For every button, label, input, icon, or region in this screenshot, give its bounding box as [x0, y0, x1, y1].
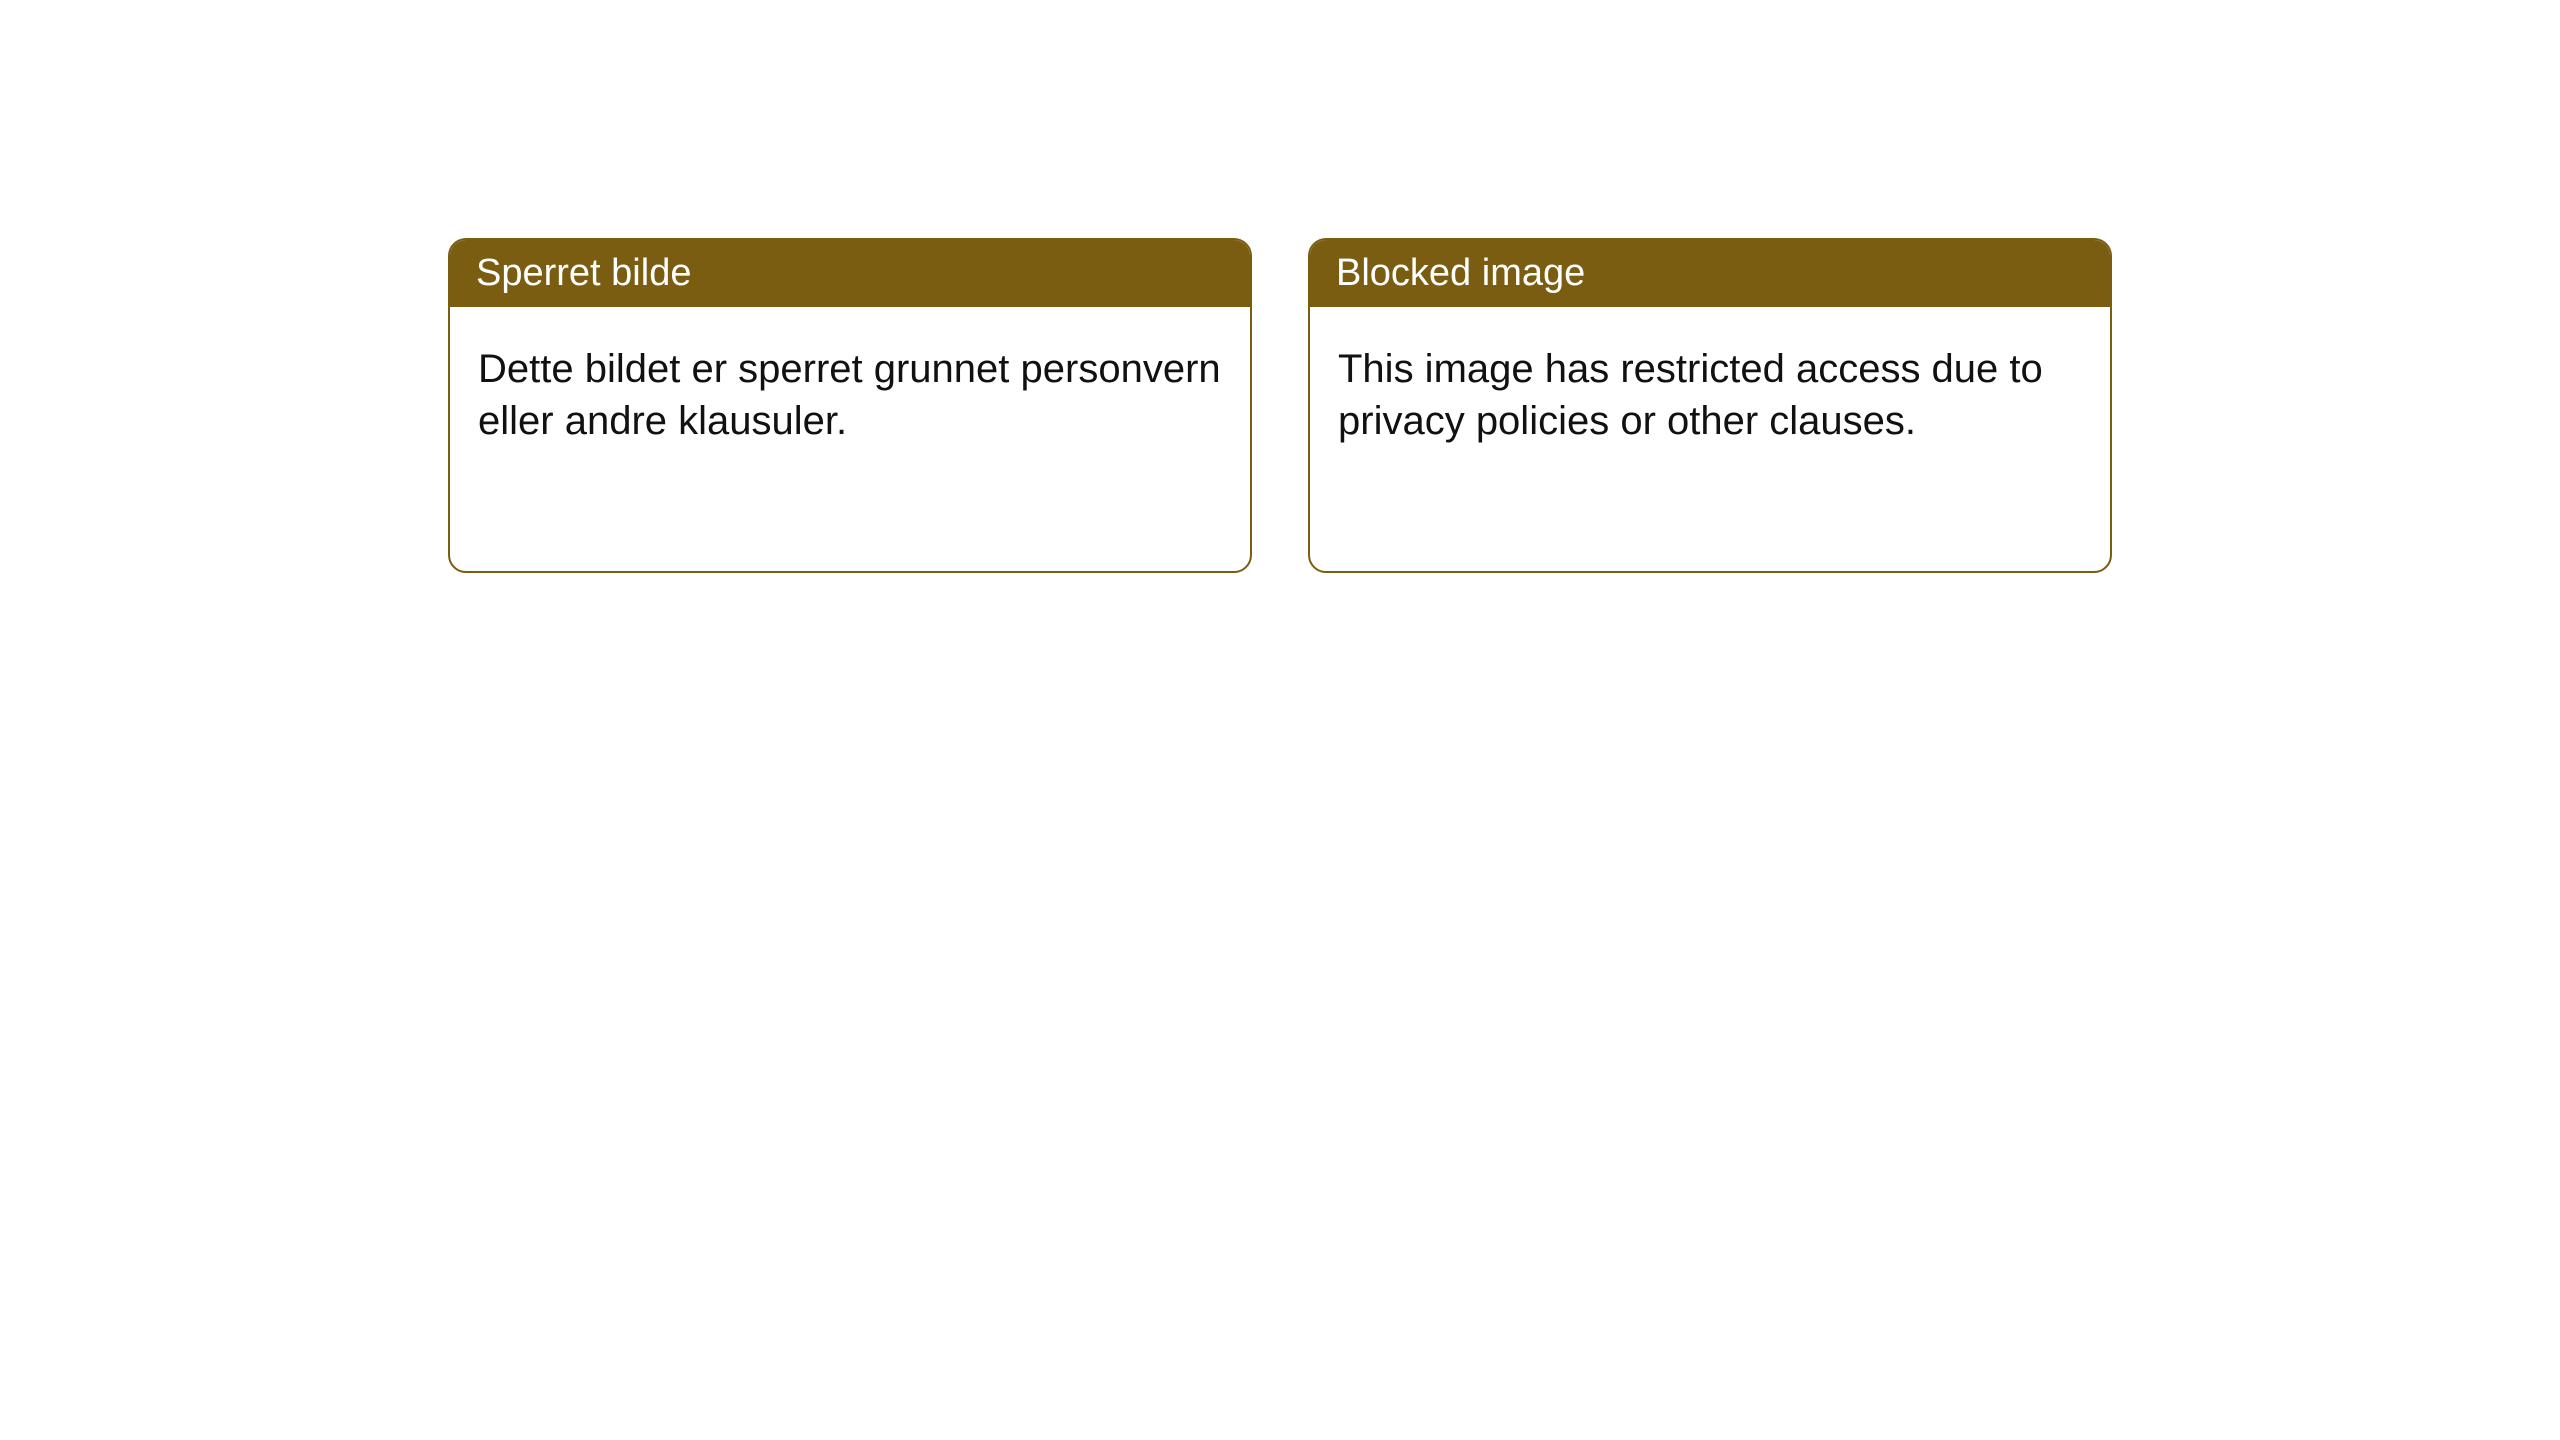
- card-header: Sperret bilde: [450, 240, 1250, 307]
- card-message: This image has restricted access due to …: [1338, 347, 2043, 443]
- blocked-image-card-en: Blocked image This image has restricted …: [1308, 238, 2112, 573]
- card-body: Dette bildet er sperret grunnet personve…: [450, 307, 1250, 483]
- card-message: Dette bildet er sperret grunnet personve…: [478, 347, 1221, 443]
- blocked-image-card-no: Sperret bilde Dette bildet er sperret gr…: [448, 238, 1252, 573]
- card-title: Blocked image: [1336, 252, 1585, 294]
- card-title: Sperret bilde: [476, 252, 691, 294]
- card-body: This image has restricted access due to …: [1310, 307, 2110, 483]
- cards-container: Sperret bilde Dette bildet er sperret gr…: [0, 0, 2560, 573]
- card-header: Blocked image: [1310, 240, 2110, 307]
